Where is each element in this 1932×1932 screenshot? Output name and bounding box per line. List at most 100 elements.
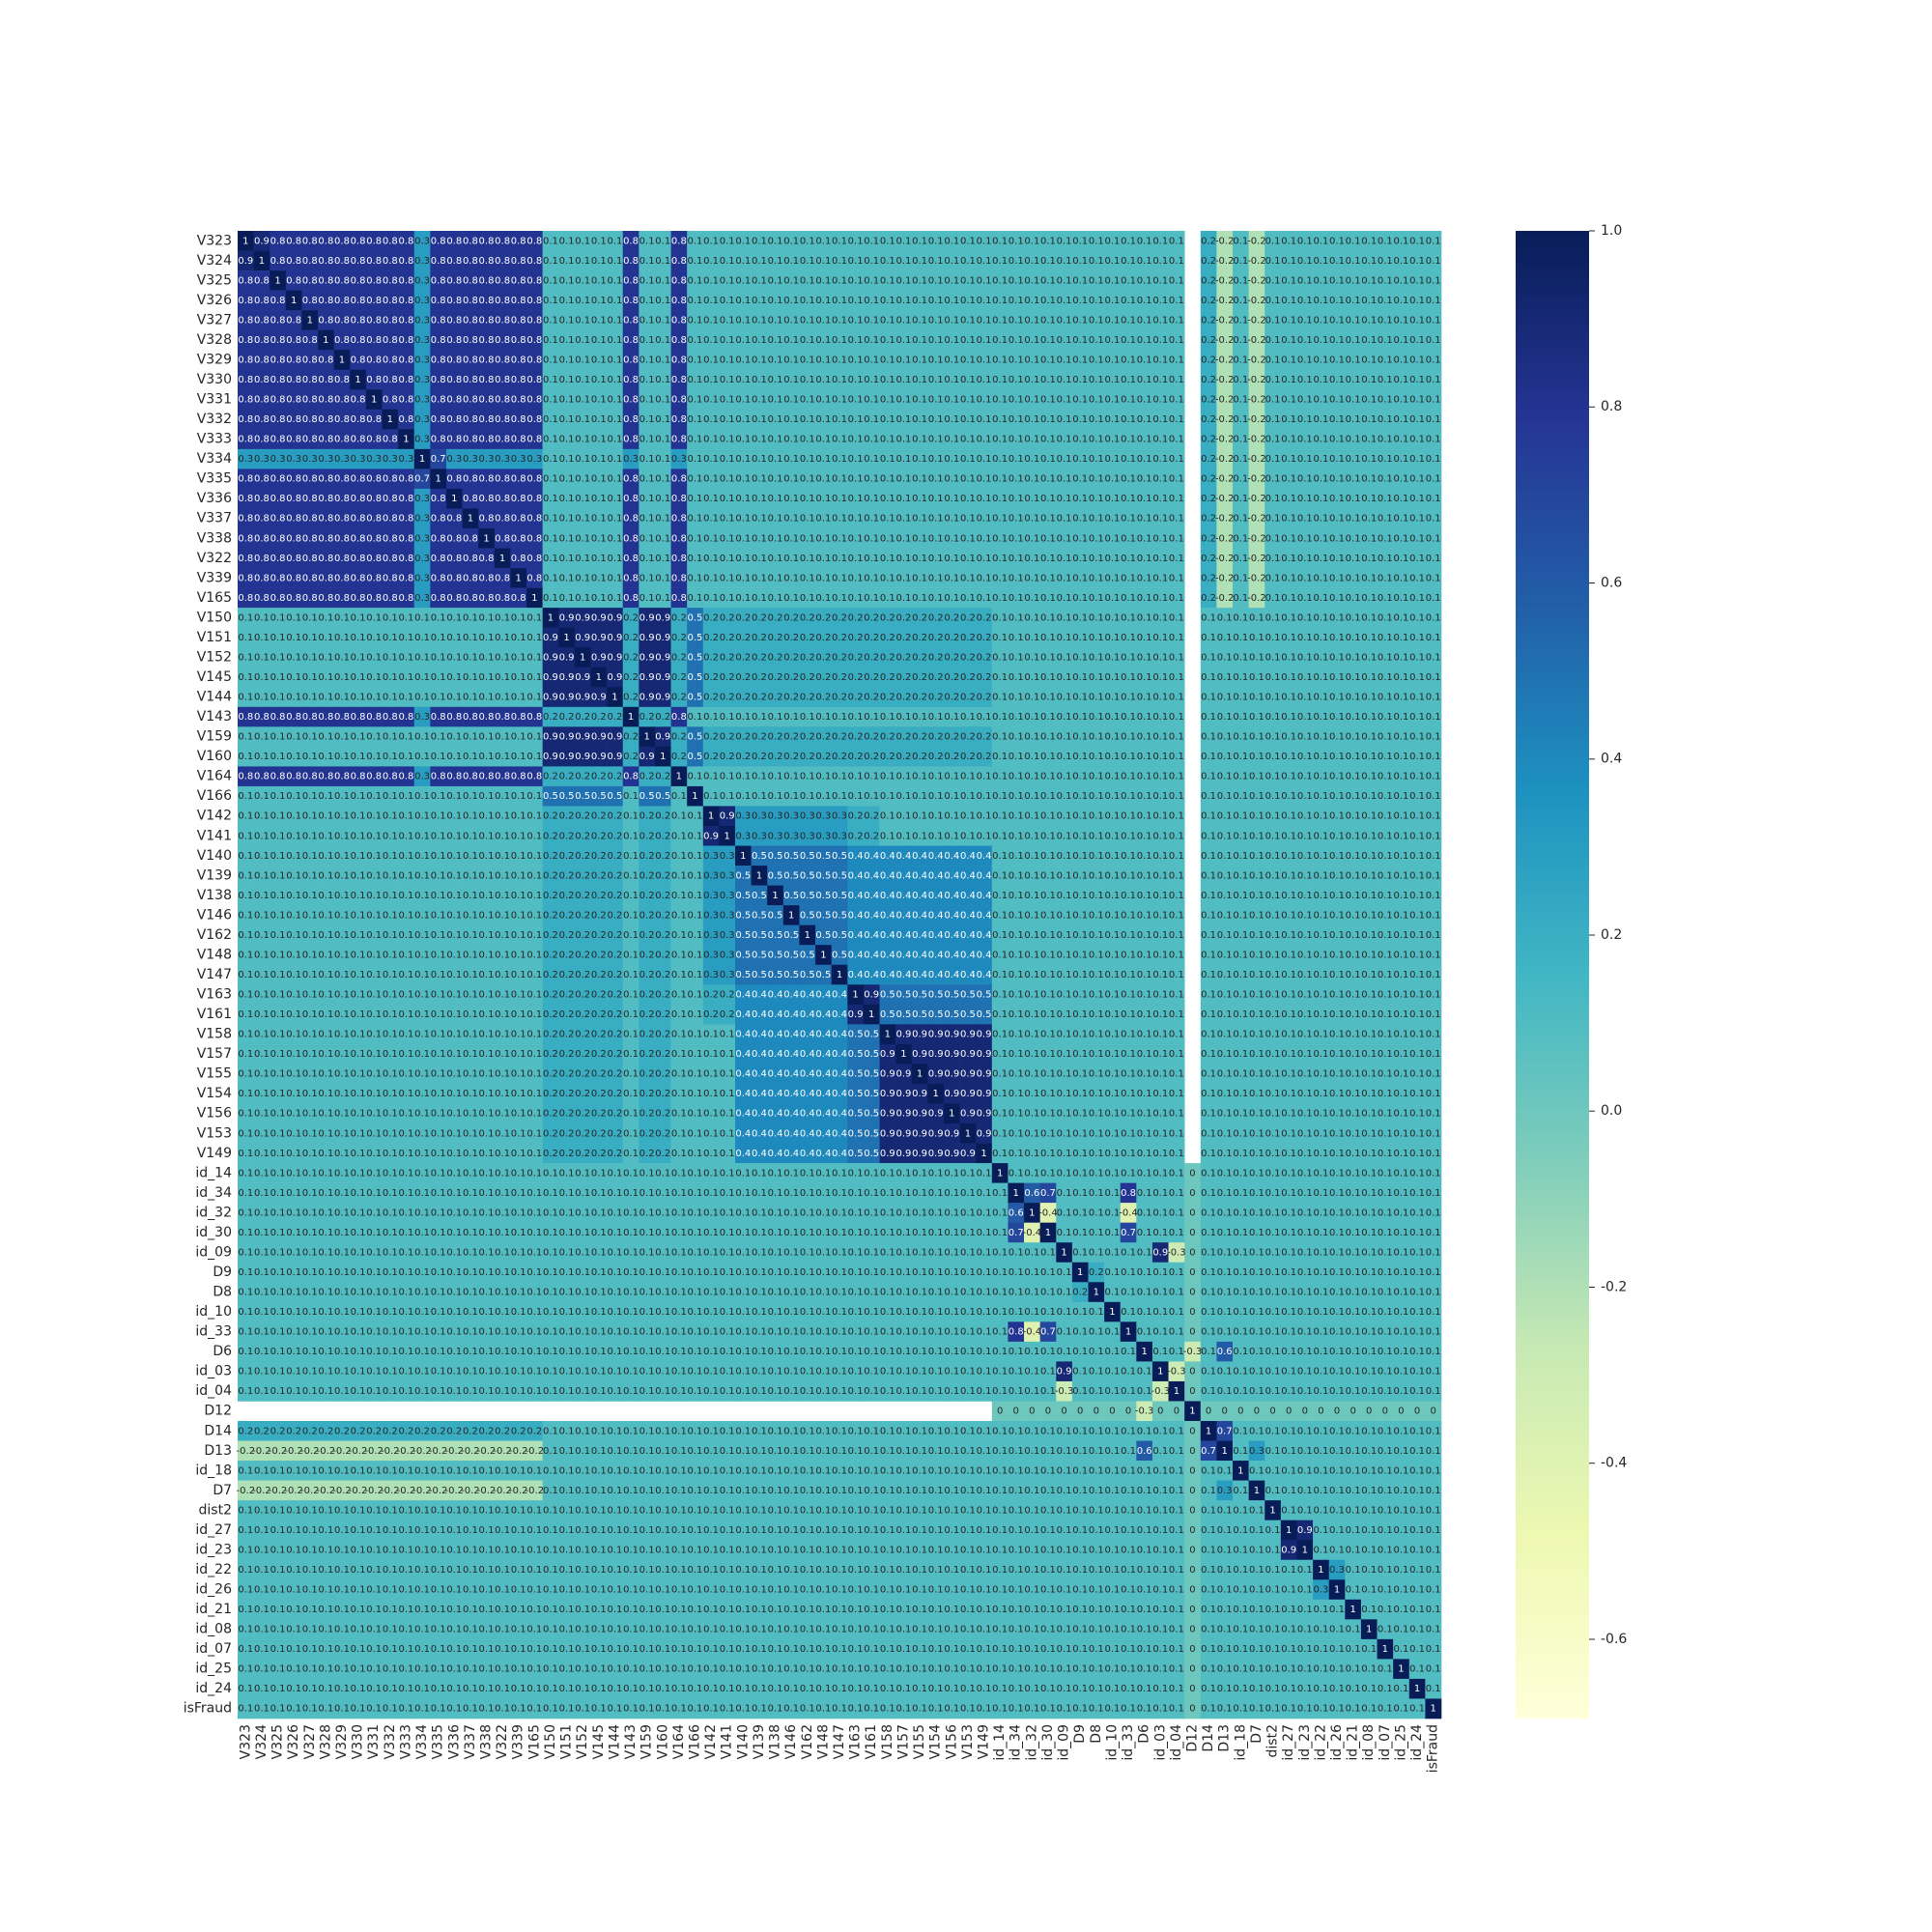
heatmap-cell xyxy=(1136,250,1153,271)
heatmap-cell xyxy=(1056,231,1073,251)
heatmap-cell xyxy=(1151,250,1169,271)
heatmap-cell xyxy=(1104,250,1122,271)
heatmap-cell xyxy=(478,231,496,251)
heatmap-cell xyxy=(959,231,977,251)
heatmap-cell xyxy=(670,250,688,271)
heatmap-cell xyxy=(542,250,559,271)
heatmap-cell xyxy=(735,231,752,251)
heatmap-cell xyxy=(1008,250,1025,271)
heatmap-cell xyxy=(1408,231,1426,251)
heatmap-cell xyxy=(285,250,302,271)
heatmap-cell xyxy=(398,250,415,271)
heatmap-cell xyxy=(382,250,399,271)
heatmap-cell xyxy=(494,231,511,251)
heatmap-cell xyxy=(639,231,656,251)
cells xyxy=(238,231,1442,1719)
heatmap-cell xyxy=(782,231,800,251)
heatmap-cell xyxy=(238,250,254,271)
heatmap-cell xyxy=(719,250,736,271)
heatmap-cell xyxy=(382,231,399,251)
heatmap-cell xyxy=(478,250,496,271)
heatmap-cell xyxy=(462,250,479,271)
heatmap-cell xyxy=(1393,231,1410,251)
heatmap-cell xyxy=(799,250,816,271)
heatmap-cell xyxy=(1056,250,1073,271)
heatmap-cell xyxy=(270,250,287,271)
heatmap-cell xyxy=(333,250,351,271)
heatmap-cell xyxy=(831,231,848,251)
heatmap-cell xyxy=(782,250,800,271)
heatmap-cell xyxy=(285,231,302,251)
heatmap-cell xyxy=(574,231,591,251)
heatmap-cell xyxy=(847,250,865,271)
heatmap-cell xyxy=(1024,250,1040,271)
heatmap-cell xyxy=(510,231,527,251)
heatmap-cell xyxy=(526,250,543,271)
heatmap-cell xyxy=(1088,231,1105,251)
heatmap-cell xyxy=(911,250,928,271)
heatmap-cell xyxy=(895,231,913,251)
heatmap-cell xyxy=(445,231,463,251)
heatmap-cell xyxy=(879,231,896,251)
heatmap-cell xyxy=(670,231,688,251)
heatmap-cell xyxy=(558,231,576,251)
heatmap-cell xyxy=(767,250,784,271)
heatmap-cell xyxy=(702,250,720,271)
heatmap-cell xyxy=(607,231,624,251)
heatmap-cell xyxy=(1328,231,1346,251)
heatmap-cell xyxy=(927,231,945,251)
heatmap-cell xyxy=(751,231,768,251)
heatmap-cell xyxy=(510,250,527,271)
heatmap-cell xyxy=(911,231,928,251)
heatmap-cell xyxy=(831,250,848,271)
heatmap-cell xyxy=(895,250,913,271)
heatmap-cell xyxy=(413,250,431,271)
heatmap-cell xyxy=(1425,231,1442,251)
heatmap-cell xyxy=(959,250,977,271)
heatmap-cell xyxy=(1039,231,1057,251)
heatmap-cell xyxy=(1168,250,1185,271)
heatmap-cell xyxy=(1216,250,1234,271)
heatmap-cell xyxy=(590,250,608,271)
heatmap-cell xyxy=(253,250,270,271)
heatmap-cell xyxy=(976,231,993,251)
heatmap-cell xyxy=(1136,231,1153,251)
heatmap-cell xyxy=(365,250,383,271)
heatmap-cell xyxy=(1377,231,1394,251)
heatmap-cell xyxy=(1200,250,1217,271)
heatmap-cell xyxy=(622,250,639,271)
heatmap-cell xyxy=(365,231,383,251)
heatmap-cell xyxy=(413,231,431,251)
heatmap-cell xyxy=(333,231,351,251)
heatmap-cell xyxy=(1280,231,1297,251)
heatmap-cell xyxy=(1120,231,1137,251)
heatmap-cell xyxy=(1008,231,1025,251)
heatmap-cell xyxy=(558,250,576,271)
heatmap-cell xyxy=(719,231,736,251)
heatmap-cell xyxy=(1248,231,1265,251)
heatmap-cell xyxy=(318,231,334,251)
heatmap-cell xyxy=(863,231,880,251)
heatmap-cell xyxy=(735,250,752,271)
heatmap-cell xyxy=(1216,231,1234,251)
heatmap-cell xyxy=(654,231,671,251)
heatmap-cell xyxy=(350,231,367,251)
heatmap-cell xyxy=(1313,231,1330,251)
heatmap-cell xyxy=(767,231,784,251)
heatmap-cell xyxy=(1248,250,1265,271)
heatmap-cell xyxy=(526,231,543,251)
heatmap-cell xyxy=(815,250,832,271)
heatmap-cell xyxy=(253,231,270,251)
heatmap-cell xyxy=(879,250,896,271)
heatmap-cell xyxy=(445,250,463,271)
heatmap-cell xyxy=(430,231,447,251)
heatmap-cell xyxy=(687,231,704,251)
heatmap-cell xyxy=(574,250,591,271)
heatmap-cell xyxy=(622,231,639,251)
heatmap-cell xyxy=(1071,231,1089,251)
heatmap-cell xyxy=(1233,250,1249,271)
heatmap-cell xyxy=(1120,250,1137,271)
heatmap-cell xyxy=(639,250,656,271)
heatmap-cell xyxy=(976,250,993,271)
